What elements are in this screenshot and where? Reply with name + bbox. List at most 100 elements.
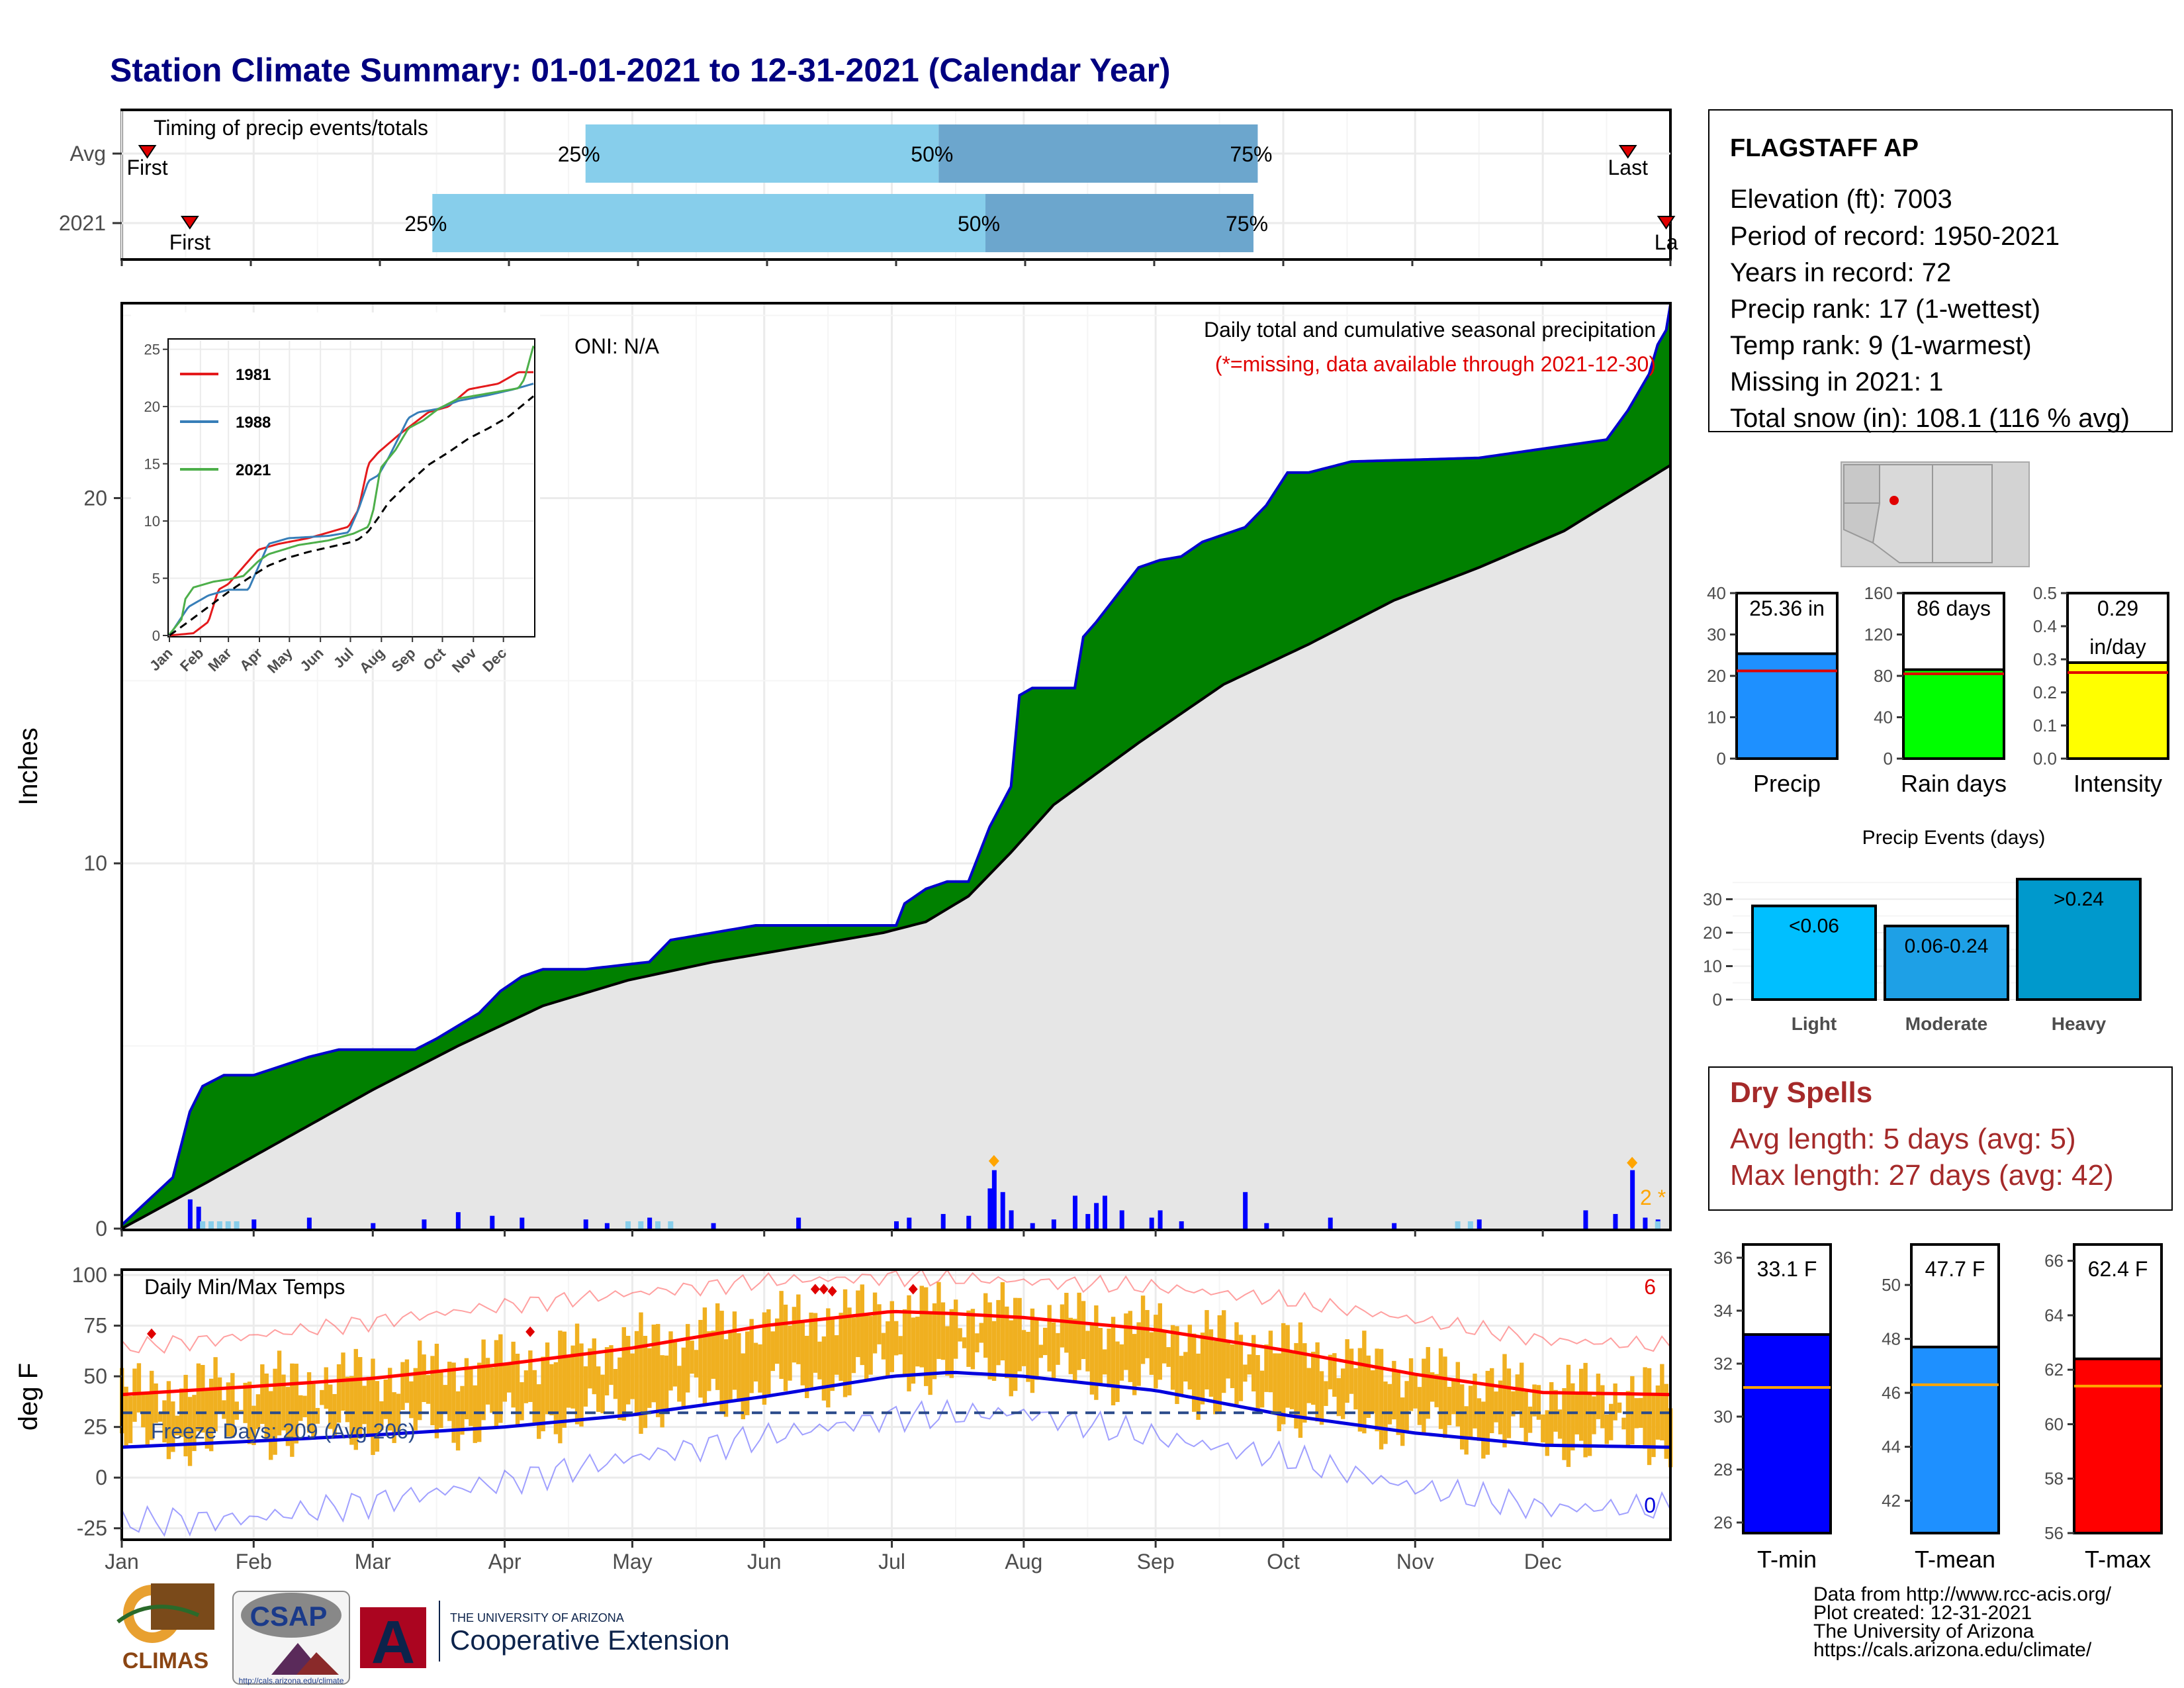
daily-precip-bar [1583, 1210, 1588, 1229]
daily-precip-bar [1073, 1196, 1077, 1229]
precip-summary-bars: 0 10 20 30 40 25.36 in Precip 0 40 80 120 160 86 day… [1707, 583, 2169, 797]
daily-temp-range-bar [1289, 1351, 1295, 1409]
daily-temp-range-bar [439, 1372, 443, 1429]
daily-temp-range-bar [639, 1312, 643, 1434]
daily-precip-bar [940, 1213, 946, 1229]
timing-bar-early-half [432, 194, 985, 252]
station-location-marker [1889, 496, 1899, 505]
daily-temp-range-bar [805, 1335, 809, 1399]
daily-temp-range-bar [898, 1336, 903, 1355]
daily-temp-range-bar [1013, 1297, 1018, 1391]
daily-temp-range-bar [1625, 1391, 1631, 1448]
event-bar-value-label: >0.24 [2054, 888, 2104, 910]
daily-temp-range-bar [1532, 1384, 1537, 1417]
daily-temp-range-bar [1166, 1347, 1171, 1367]
daily-temp-range-bar [1583, 1362, 1588, 1458]
daily-temp-range-bar [1264, 1344, 1269, 1392]
above-average-area [122, 305, 1670, 1229]
daily-temp-range-bar [1251, 1335, 1256, 1391]
daily-temp-range-bar [1434, 1374, 1439, 1407]
daily-temp-range-bar [830, 1316, 835, 1391]
daily-precip-bar [455, 1212, 461, 1229]
daily-temp-range-bar [779, 1291, 784, 1380]
daily-temp-range-bar [485, 1358, 490, 1405]
daily-temp-range-bar [426, 1375, 431, 1404]
daily-temp-range-bar [455, 1391, 461, 1451]
summary-bar-precip [1735, 652, 1839, 760]
summary-y-tick-label: 80 [1874, 666, 1893, 686]
inset-y-tick-label: 10 [144, 513, 160, 530]
inset-series-line [168, 383, 534, 636]
daily-precip-bar [251, 1219, 257, 1229]
first-event-label: First [169, 230, 210, 254]
daily-temp-range-bar [987, 1302, 992, 1380]
daily-temp-range-bar [358, 1357, 363, 1434]
daily-temp-range-bar [1145, 1310, 1150, 1358]
daily-temp-range-bar [494, 1340, 499, 1428]
daily-temp-range-bar [1574, 1394, 1579, 1434]
daily-temp-range-bar [158, 1412, 163, 1422]
daily-temp-range-bar [1051, 1322, 1056, 1380]
daily-temp-range-bar [1098, 1328, 1103, 1385]
temp-bar-t-max [2073, 1357, 2163, 1534]
daily-temp-range-bar [1315, 1342, 1320, 1422]
record-high-marker [827, 1286, 837, 1297]
daily-temp-range-bar [1124, 1313, 1128, 1370]
daily-temp-range-bar [1332, 1353, 1337, 1397]
daily-temp-range-bar [932, 1303, 937, 1380]
daily-temp-range-bar [1243, 1364, 1248, 1382]
page-title: Station Climate Summary: 01-01-2021 to 1… [110, 52, 1171, 89]
temp-y-tick-label: -25 [77, 1517, 107, 1540]
summary-y-tick-label: 0.4 [2033, 616, 2057, 636]
daily-temp-range-bar [809, 1312, 813, 1387]
summary-y-tick-label: 0.1 [2033, 716, 2057, 735]
timing-50pct-label: 50% [911, 142, 953, 166]
daily-temp-range-bar [842, 1289, 848, 1397]
daily-temp-range-bar [371, 1358, 375, 1455]
summary-y-tick-label: 30 [1707, 625, 1726, 645]
daily-temp-range-bar [1030, 1308, 1035, 1393]
daily-temp-range-bar [1081, 1301, 1086, 1360]
daily-temp-range-bar [970, 1309, 976, 1370]
month-tick-label: Jul [878, 1550, 905, 1573]
daily-temp-range-bar [128, 1395, 133, 1444]
daily-snow-bar [225, 1221, 231, 1229]
daily-snow-bar [1455, 1221, 1461, 1229]
daily-temp-range-bar [1545, 1410, 1549, 1456]
daily-temp-range-bar [1196, 1353, 1201, 1420]
station-info-box: FLAGSTAFF AP Elevation (ft): 7003 Period… [1708, 109, 2173, 433]
summary-y-tick-label: 10 [1707, 708, 1726, 727]
daily-temp-range-bar [1277, 1353, 1281, 1432]
daily-temp-range-bar [388, 1368, 392, 1431]
daily-temp-range-bar [630, 1353, 635, 1399]
daily-temp-range-bar [1324, 1381, 1328, 1406]
daily-precip-bar [1392, 1223, 1397, 1229]
daily-temp-range-bar [1017, 1297, 1022, 1372]
daily-temp-range-bar [864, 1313, 869, 1380]
daily-temp-range-bar [928, 1313, 933, 1395]
station-period: Period of record: 1950-2021 [1730, 222, 2060, 251]
daily-snow-bar [655, 1221, 660, 1229]
record-high-marker [525, 1326, 535, 1337]
daily-temp-range-bar [758, 1344, 762, 1393]
daily-precip-bar [991, 1170, 997, 1229]
month-tick-label: May [612, 1550, 652, 1573]
timing-50pct-label: 50% [958, 212, 1000, 236]
daily-precip-bar [907, 1217, 912, 1229]
max-records-count: 6 [1644, 1275, 1656, 1299]
daily-temp-range-bar [1498, 1380, 1503, 1434]
daily-temp-range-bar [1451, 1380, 1456, 1415]
climas-logo-text: CLIMAS [122, 1648, 208, 1673]
daily-temp-range-bar [553, 1362, 559, 1434]
summary-y-tick-label: 160 [1864, 583, 1893, 603]
daily-temp-range-bar [792, 1307, 797, 1363]
daily-temp-range-bar [1643, 1367, 1647, 1449]
daily-temp-range-bar [1230, 1344, 1235, 1388]
daily-precip-bar [966, 1215, 972, 1229]
daily-temp-range-bar [1630, 1376, 1635, 1444]
inset-y-tick-label: 0 [152, 628, 160, 644]
daily-temp-range-bar [915, 1317, 920, 1367]
daily-temp-range-bar [634, 1331, 639, 1417]
daily-temp-range-bar [783, 1304, 788, 1391]
daily-temp-range-bar [694, 1350, 699, 1378]
